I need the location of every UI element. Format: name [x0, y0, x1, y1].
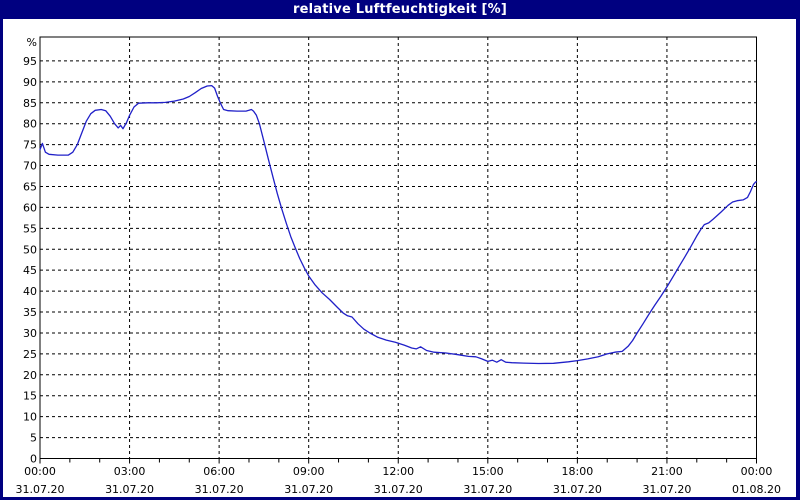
x-tick-date-label: 31.07.20: [463, 483, 512, 496]
x-tick-time-label: 03:00: [114, 465, 146, 478]
x-tick-time-label: 21:00: [651, 465, 683, 478]
x-tick-time-label: 18:00: [562, 465, 594, 478]
y-tick-label: 40: [23, 285, 37, 298]
x-tick-date-label: 31.07.20: [105, 483, 154, 496]
x-tick-time-label: 15:00: [472, 465, 504, 478]
y-tick-label: 25: [23, 348, 37, 361]
x-tick-time-label: 09:00: [293, 465, 325, 478]
y-tick-label: 50: [23, 243, 37, 256]
x-tick-date-label: 31.07.20: [642, 483, 691, 496]
y-tick-label: 5: [30, 432, 37, 445]
y-tick-label: 0: [30, 453, 37, 466]
x-tick-date-label: 31.07.20: [195, 483, 244, 496]
y-tick-label: 70: [23, 160, 37, 173]
y-tick-label: 60: [23, 201, 37, 214]
x-tick-time-label: 06:00: [203, 465, 235, 478]
y-tick-label: 35: [23, 306, 37, 319]
humidity-line-chart: 0 5 10 15 20 25 30 35 40 45 50 55 60 65 70 75 80 85 90 95% 0…: [16, 36, 781, 496]
y-axis-unit-label: %: [27, 36, 37, 49]
x-tick-date-label: 01.08.20: [732, 483, 781, 496]
y-tick-label: 20: [23, 369, 37, 382]
humidity-curve: [39, 84, 758, 365]
x-tick-time-label: 12:00: [382, 465, 414, 478]
y-tick-label: 75: [23, 139, 37, 152]
x-tick-time-label: 00:00: [741, 465, 773, 478]
window-title: relative Luftfeuchtigkeit [%]: [292, 2, 508, 17]
x-tick-date-label: 31.07.20: [374, 483, 423, 496]
y-tick-label: 30: [23, 327, 37, 340]
y-tick-label: 80: [23, 118, 37, 131]
x-tick-date-label: 31.07.20: [284, 483, 333, 496]
y-tick-label: 15: [23, 390, 37, 403]
y-tick-label: 95: [23, 55, 37, 68]
chart-area: 0 5 10 15 20 25 30 35 40 45 50 55 60 65 70 75 80 85 90 95% 0…: [3, 19, 796, 497]
y-tick-label: 85: [23, 97, 37, 110]
x-tick-time-label: 00:00: [24, 465, 56, 478]
y-tick-label: 45: [23, 264, 37, 277]
x-tick-date-label: 31.07.20: [16, 483, 65, 496]
x-tick-date-label: 31.07.20: [553, 483, 602, 496]
y-tick-label: 10: [23, 411, 37, 424]
y-tick-label: 55: [23, 222, 37, 235]
y-tick-label: 65: [23, 180, 37, 193]
window-titlebar[interactable]: relative Luftfeuchtigkeit [%]: [0, 0, 800, 19]
y-tick-label: 90: [23, 76, 37, 89]
